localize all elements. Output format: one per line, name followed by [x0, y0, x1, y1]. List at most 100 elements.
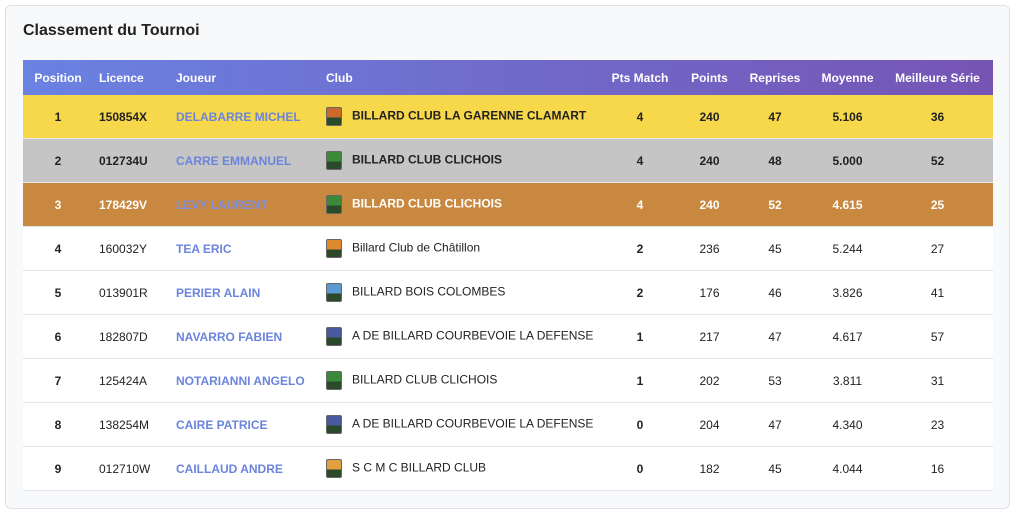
cell: 45: [737, 226, 813, 271]
cell: 1: [598, 314, 682, 359]
club-logo: [326, 371, 342, 390]
column-header: Joueur: [176, 70, 217, 85]
cell: 0: [598, 402, 682, 447]
cell: 138254M: [93, 402, 170, 447]
cell: 52: [737, 182, 813, 227]
table-row: 7 125424A NOTARIANNI ANGELO BILLARD CLUB CL…: [23, 358, 993, 403]
cell: BILLARD CLUB CLICHOIS: [320, 138, 598, 183]
club-name: BILLARD CLUB CLICHOIS: [352, 196, 502, 211]
cell: 31: [882, 358, 993, 403]
cell: 012710W: [93, 446, 170, 491]
cell: BILLARD CLUB LA GARENNE CLAMART: [320, 95, 598, 139]
cell: 4.617: [813, 314, 882, 359]
cell: 48: [737, 138, 813, 183]
cell: A DE BILLARD COURBEVOIE LA DEFENSE: [320, 402, 598, 447]
cell: 2: [23, 138, 93, 183]
cell: 25: [882, 182, 993, 227]
cell: PERIER ALAIN: [170, 270, 320, 315]
cell: 150854X: [93, 95, 170, 139]
column-header: Reprises: [749, 70, 801, 85]
cell: 46: [737, 270, 813, 315]
cell: 013901R: [93, 270, 170, 315]
cell: 176: [682, 270, 737, 315]
cell: CARRE EMMANUEL: [170, 138, 320, 183]
cell: 236: [682, 226, 737, 271]
club-name: BILLARD CLUB LA GARENNE CLAMART: [352, 108, 587, 123]
title: Classement du Tournoi: [23, 22, 200, 39]
cell: 240: [682, 182, 737, 227]
cell: 16: [882, 446, 993, 491]
cell: 2: [598, 270, 682, 315]
cell: 178429V: [93, 182, 170, 227]
cell: 204: [682, 402, 737, 447]
table-body: 1 150854X DELABARRE MICHEL BILLARD CLUB LA …: [23, 95, 993, 491]
club-logo: [326, 459, 342, 478]
cell: BILLARD CLUB CLICHOIS: [320, 182, 598, 227]
cell: 2: [598, 226, 682, 271]
cell: 012734U: [93, 138, 170, 183]
table-header: Position Licence Joueur Club Pts Match Points…: [23, 60, 993, 95]
cell: 4: [598, 138, 682, 183]
club-name: S C M C BILLARD CLUB: [352, 460, 487, 475]
table-row: 2 012734U CARRE EMMANUEL BILLARD CLUB CLICH…: [23, 138, 993, 183]
column-header: Pts Match: [611, 70, 669, 85]
table-row: 4 160032Y TEA ERIC Billard Club de Châtillo…: [23, 226, 993, 271]
cell: 4.340: [813, 402, 882, 447]
cell: 6: [23, 314, 93, 359]
cell: 36: [882, 95, 993, 139]
cell: NOTARIANNI ANGELO: [170, 358, 320, 403]
cell: 53: [737, 358, 813, 403]
cell: 5: [23, 270, 93, 315]
cell: 202: [682, 358, 737, 403]
cell: S C M C BILLARD CLUB: [320, 446, 598, 491]
cell: 182807D: [93, 314, 170, 359]
cell: 0: [598, 446, 682, 491]
cell: 5.000: [813, 138, 882, 183]
cell: DELABARRE MICHEL: [170, 95, 320, 139]
club-logo: [326, 195, 342, 214]
club-name: A DE BILLARD COURBEVOIE LA DEFENSE: [352, 328, 594, 343]
cell: 240: [682, 95, 737, 139]
cell: 5.244: [813, 226, 882, 271]
cell: 4.615: [813, 182, 882, 227]
cell: 3.811: [813, 358, 882, 403]
club-logo: [326, 415, 342, 434]
club-name: Billard Club de Châtillon: [352, 240, 481, 255]
table-row: 1 150854X DELABARRE MICHEL BILLARD CLUB LA …: [23, 95, 993, 139]
table-row: 5 013901R PERIER ALAIN BILLARD BOIS COLOMBE…: [23, 270, 993, 315]
table-row: 6 182807D NAVARRO FABIEN A DE BILLARD COURB…: [23, 314, 993, 359]
column-header: Moyenne: [821, 70, 874, 85]
club-name: BILLARD CLUB CLICHOIS: [352, 372, 498, 387]
cell: 240: [682, 138, 737, 183]
table-row: 8 138254M CAIRE PATRICE A DE BILLARD COURBE…: [23, 402, 993, 447]
column-header: Licence: [99, 70, 144, 85]
club-logo: [326, 327, 342, 346]
cell: 47: [737, 402, 813, 447]
column-header: Club: [326, 70, 353, 85]
club-name: BILLARD CLUB CLICHOIS: [352, 152, 502, 167]
cell: 41: [882, 270, 993, 315]
cell: CAIRE PATRICE: [170, 402, 320, 447]
cell: 45: [737, 446, 813, 491]
standings-table: Position Licence Joueur Club Pts Match Points…: [23, 60, 993, 491]
cell: 4: [598, 95, 682, 139]
header-row: Position Licence Joueur Club Pts Match Points…: [23, 60, 993, 95]
cell: 3: [23, 182, 93, 227]
cell: 23: [882, 402, 993, 447]
cell: 160032Y: [93, 226, 170, 271]
cell: 47: [737, 314, 813, 359]
club-name: BILLARD BOIS COLOMBES: [352, 284, 506, 299]
cell: 7: [23, 358, 93, 403]
column-header: Points: [691, 70, 728, 85]
cell: BILLARD CLUB CLICHOIS: [320, 358, 598, 403]
cell: 27: [882, 226, 993, 271]
cell: 9: [23, 446, 93, 491]
cell: Billard Club de Châtillon: [320, 226, 598, 271]
cell: 1: [598, 358, 682, 403]
club-name: A DE BILLARD COURBEVOIE LA DEFENSE: [352, 416, 594, 431]
cell: BILLARD BOIS COLOMBES: [320, 270, 598, 315]
cell: 4: [598, 182, 682, 227]
club-logo: [326, 107, 342, 126]
club-logo: [326, 283, 342, 302]
cell: 3.826: [813, 270, 882, 315]
